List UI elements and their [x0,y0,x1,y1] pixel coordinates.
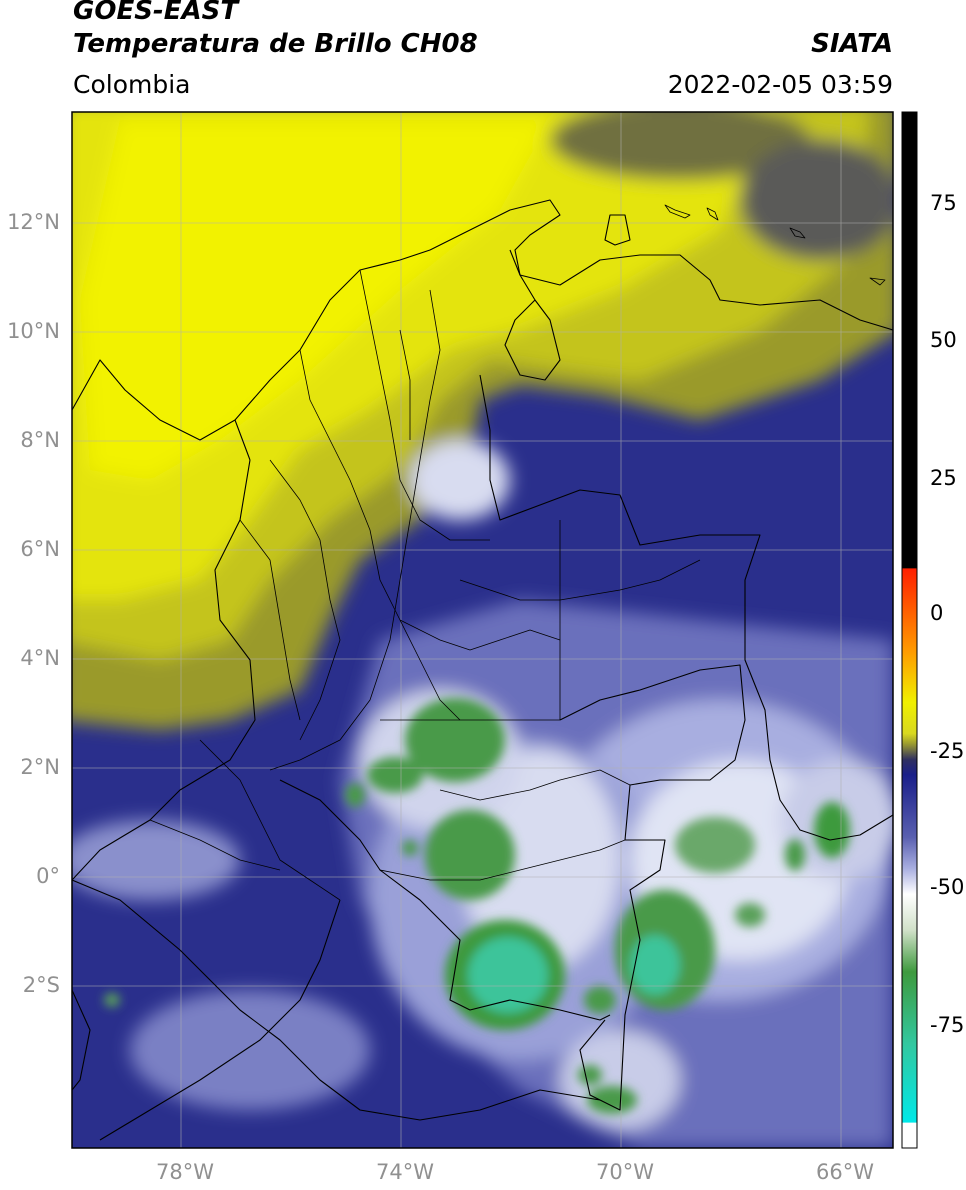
agency-label: SIATA [811,29,893,59]
colorbar-tick-label: 50 [930,328,957,352]
graticule [72,112,893,1148]
colorbar-tick-label: 75 [930,191,957,215]
satellite-title: GOES-EAST [73,0,239,26]
colorbar [901,111,918,1149]
colorbar-tick-label: -50 [930,875,965,899]
lat-tick-label: 6°N [20,537,60,561]
lon-tick-label: 70°W [596,1160,654,1184]
lat-tick-label: 8°N [20,428,60,452]
product-title: Temperatura de Brillo CH08 [73,29,478,59]
lat-tick-label: 0° [36,864,60,888]
lon-tick-label: 74°W [376,1160,434,1184]
lat-tick-label: 4°N [20,646,60,670]
lat-tick-label: 12°N [7,210,60,234]
brightness-temperature-field [72,112,893,1148]
region-label: Colombia [73,70,191,99]
map-frame [71,111,894,1149]
lat-tick-label: 10°N [7,319,60,343]
lat-tick-label: 2°N [20,755,60,779]
colorbar-tick-label: -75 [930,1013,965,1037]
country-boundaries [72,199,893,1141]
lat-tick-label: 2°S [22,973,60,997]
colorbar-tick-label: 0 [930,601,944,625]
lon-tick-label: 66°W [816,1160,874,1184]
lon-tick-label: 78°W [156,1160,214,1184]
datetime-label: 2022-02-05 03:59 [667,70,893,99]
colorbar-tick-label: 25 [930,466,957,490]
colorbar-tick-label: -25 [930,739,965,763]
